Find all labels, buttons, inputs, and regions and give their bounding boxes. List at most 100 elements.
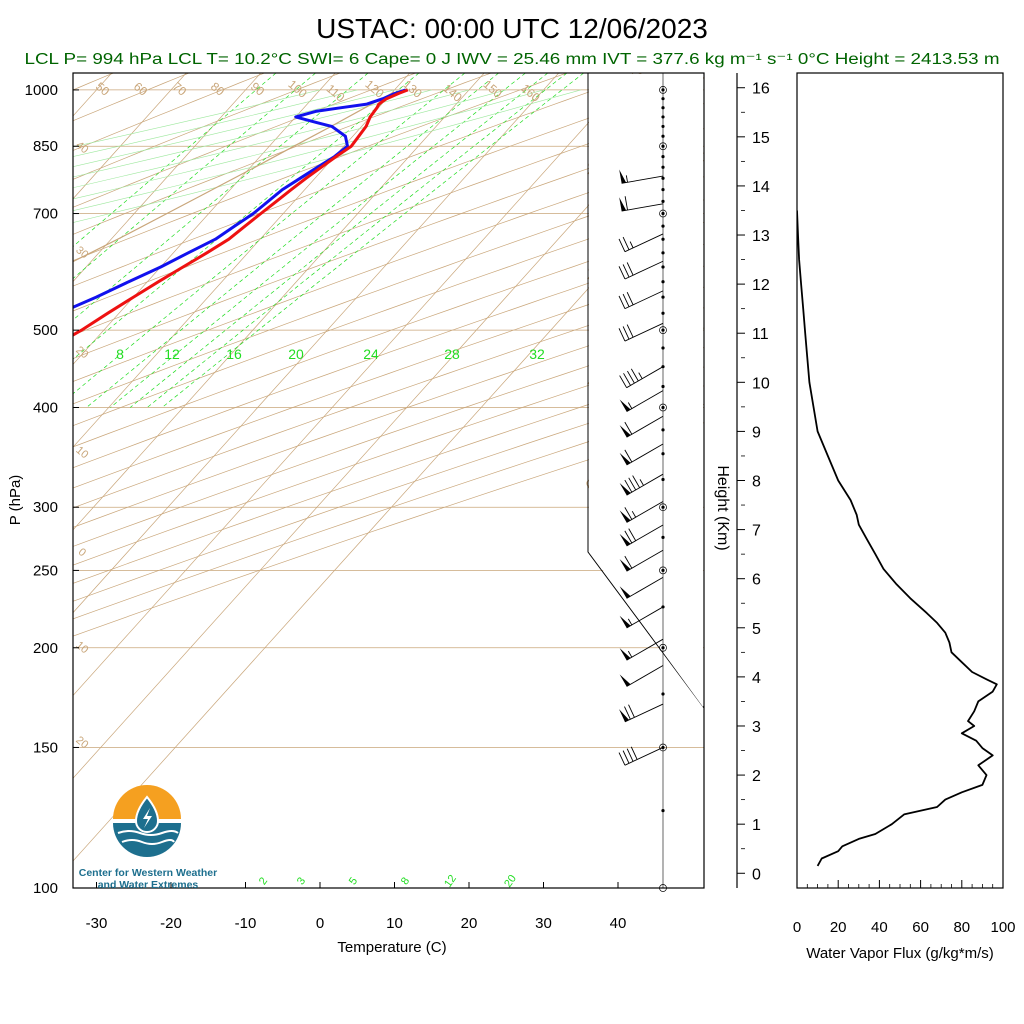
wind-barbs bbox=[587, 73, 705, 892]
flux-x-tick-label: 20 bbox=[830, 919, 847, 936]
wind-barb bbox=[619, 501, 664, 523]
barb-level-dot bbox=[661, 154, 665, 159]
flux-x-tick-label: 60 bbox=[912, 919, 929, 936]
wind-barb bbox=[619, 169, 664, 184]
moist-adiabat-line bbox=[73, 89, 581, 223]
dry-adiabat-line bbox=[73, 73, 416, 208]
mixing-ratio-line bbox=[86, 73, 499, 408]
dry-adiabat-line bbox=[73, 77, 704, 312]
barb-level-dot bbox=[661, 134, 665, 138]
dry-adiabat-label: 50 bbox=[93, 79, 112, 99]
barb-level-dot bbox=[661, 199, 665, 203]
wind-barb bbox=[619, 577, 664, 599]
flux-y-axis-label: Height (Km) bbox=[714, 465, 731, 550]
flux-y-tick-label: 4 bbox=[752, 670, 761, 687]
barb-isobar-marker bbox=[659, 326, 667, 335]
dry-adiabat-line bbox=[73, 347, 704, 566]
mixing-ratio-top-label: 16 bbox=[226, 346, 242, 362]
barb-level-dot bbox=[661, 265, 665, 269]
flux-y-tick-label: 3 bbox=[752, 719, 761, 736]
mixing-ratio-line bbox=[129, 73, 549, 408]
skewt-x-tick-label: 40 bbox=[610, 915, 627, 932]
mixing-ratio-bottom-label: 20 bbox=[502, 873, 519, 890]
temperature-line bbox=[73, 88, 409, 337]
isotherm-left-label: 40 bbox=[73, 139, 90, 156]
barb-level-dot bbox=[661, 295, 665, 299]
moist-adiabat-line bbox=[73, 89, 507, 200]
skewt-y-tick-label: 100 bbox=[33, 880, 58, 897]
flux-y-tick-label: 15 bbox=[752, 130, 770, 147]
barb-level-dot bbox=[661, 211, 665, 216]
moist-adiabat-line bbox=[73, 89, 432, 178]
flux-x-axis-label: Water Vapor Flux (g/kg*m/s) bbox=[806, 945, 994, 962]
barb-level-dot bbox=[661, 328, 665, 332]
dry-adiabat-label: 150 bbox=[480, 77, 505, 101]
isotherm-line bbox=[73, 73, 336, 365]
skewt-y-tick-label: 400 bbox=[33, 400, 58, 417]
mixing-ratio-top-label: 12 bbox=[164, 346, 180, 362]
mixing-ratio-bottom-label: 12 bbox=[442, 873, 459, 890]
skewt-x-tick-label: 30 bbox=[535, 915, 552, 932]
wind-barb bbox=[619, 665, 664, 687]
mixing-ratio-bottom-label: 2 bbox=[257, 875, 270, 887]
barb-isobar-marker bbox=[659, 209, 667, 218]
flux-y-tick-label: 0 bbox=[752, 866, 761, 883]
moist-adiabat-line bbox=[73, 89, 544, 211]
barb-level-dot bbox=[661, 505, 665, 509]
barb-isobar-marker bbox=[659, 643, 667, 652]
flux-y-tick-label: 12 bbox=[752, 277, 770, 294]
skewt-background-lines bbox=[73, 73, 704, 888]
barb-isobar-marker bbox=[659, 86, 667, 94]
wind-barb bbox=[619, 703, 664, 723]
dry-adiabat-line bbox=[73, 422, 704, 637]
barb-level-dot bbox=[661, 428, 665, 432]
mixing-ratio-line bbox=[110, 73, 526, 408]
wind-barb bbox=[618, 746, 664, 766]
mixing-ratio-top-label: 8 bbox=[116, 346, 124, 362]
skewt-y-tick-label: 250 bbox=[33, 562, 58, 579]
wind-barb bbox=[618, 260, 664, 280]
barb-level-dot bbox=[661, 346, 665, 350]
barb-level-dot bbox=[661, 311, 665, 315]
moist-adiabat-line bbox=[73, 89, 358, 157]
flux-x-tick-label: 100 bbox=[990, 919, 1015, 936]
mixing-ratio-top-label: 24 bbox=[363, 346, 379, 362]
logo: Center for Western Weather and Water Ext… bbox=[79, 785, 217, 891]
barb-level-dot bbox=[661, 568, 665, 573]
wind-barb bbox=[619, 196, 664, 212]
wind-barb bbox=[619, 415, 664, 438]
flux-y-tick-label: 11 bbox=[752, 326, 769, 343]
flux-y-tick-label: 6 bbox=[752, 572, 761, 589]
dry-adiabat-line bbox=[73, 176, 704, 405]
barb-level-dot bbox=[661, 176, 665, 180]
dry-adiabat-label: 90 bbox=[248, 79, 267, 99]
skewt-y-tick-label: 150 bbox=[33, 739, 58, 756]
flux-y-tick-label: 7 bbox=[752, 523, 761, 540]
skewt-y-tick-label: 300 bbox=[33, 499, 58, 516]
dewpoint-line bbox=[73, 88, 407, 309]
wind-barb bbox=[618, 290, 664, 310]
isotherm-left-label: 20 bbox=[73, 734, 90, 751]
flux-y-tick-label: 2 bbox=[752, 768, 761, 785]
skewt-y-tick-label: 700 bbox=[33, 206, 58, 223]
wind-barb bbox=[618, 322, 664, 342]
barb-level-dot bbox=[661, 124, 665, 129]
isotherm-line bbox=[73, 73, 485, 531]
chart-title: USTAC: 00:00 UTC 12/06/2023 bbox=[316, 13, 708, 44]
flux-y-tick-label: 5 bbox=[752, 621, 761, 638]
barb-level-dot bbox=[661, 452, 665, 456]
wind-barb bbox=[619, 390, 664, 412]
wind-barb bbox=[619, 524, 664, 547]
flux-x-tick-label: 40 bbox=[871, 919, 888, 936]
dry-adiabat-label: 140 bbox=[440, 81, 465, 105]
barb-level-dot bbox=[661, 115, 665, 119]
mixing-ratio-top-label: 20 bbox=[288, 346, 304, 362]
flux-x-tick-label: 80 bbox=[953, 919, 970, 936]
mixing-ratio-bottom-label: 8 bbox=[399, 875, 412, 887]
flux-line bbox=[797, 210, 998, 867]
skewt-y-tick-label: 200 bbox=[33, 640, 58, 657]
barb-level-dot bbox=[661, 251, 665, 255]
wind-barb bbox=[618, 233, 664, 253]
dry-adiabat-line bbox=[73, 73, 190, 122]
